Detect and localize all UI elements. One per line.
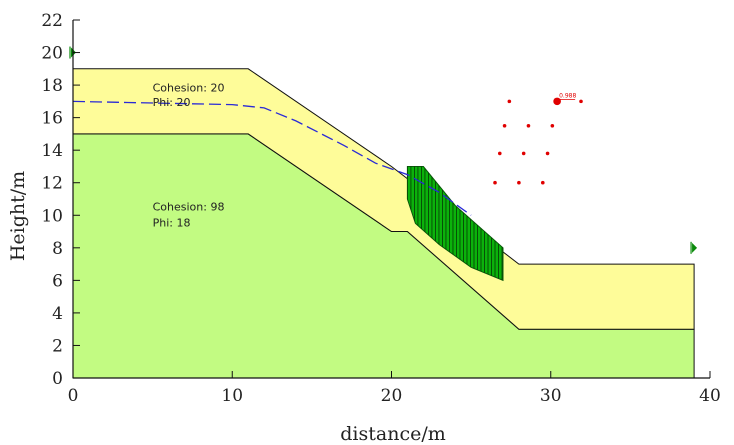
y-tick-label: 22 (41, 11, 63, 31)
y-tick-label: 10 (41, 206, 63, 226)
grid-point (526, 123, 531, 128)
grid-point (502, 123, 507, 128)
y-tick-label: 6 (52, 271, 63, 291)
y-tick-label: 0 (52, 369, 63, 389)
grid-point (521, 151, 526, 156)
fos-label: 0.988 (559, 92, 576, 99)
x-tick-label: 30 (540, 386, 562, 406)
grid-point (540, 180, 545, 185)
upper-phi-label: Phi: 20 (153, 96, 191, 109)
grid-point (497, 151, 502, 156)
x-tick-label: 40 (699, 386, 721, 406)
upper-soil-polygon (72, 68, 695, 330)
upper-cohesion-label: Cohesion: 20 (153, 82, 225, 95)
soil-layers (72, 68, 695, 379)
layer-labels: Cohesion: 20 Phi: 20 Cohesion: 98 Phi: 1… (153, 82, 225, 230)
grid-point (517, 180, 521, 185)
lower-phi-label: Phi: 18 (153, 217, 191, 230)
y-tick-label: 14 (41, 141, 63, 161)
x-axis-title: distance/m (340, 423, 446, 445)
lower-cohesion-label: Cohesion: 98 (153, 200, 225, 213)
search-grid: 0.988 (493, 92, 583, 185)
y-tick-label: 4 (52, 304, 63, 324)
y-tick-label: 12 (41, 174, 63, 194)
y-axis-title: Height/m (7, 171, 29, 261)
grid-point (493, 180, 497, 185)
y-tick-label: 16 (41, 109, 63, 129)
axes: 0 2 4 6 8 10 12 14 16 18 20 22 0 10 20 30 40 (41, 11, 720, 406)
water-table-line (72, 100, 472, 216)
y-tick-label: 18 (41, 76, 63, 96)
x-tick-label: 20 (381, 386, 403, 406)
y-tick-label: 8 (52, 239, 63, 259)
grid-point (579, 99, 583, 104)
y-tick-label: 2 (52, 336, 63, 356)
right-water-marker (692, 242, 698, 253)
grid-point (550, 123, 555, 128)
x-tick-label: 0 (68, 386, 79, 406)
x-tick-label: 10 (221, 386, 243, 406)
water-table (72, 100, 472, 216)
y-tick-label: 20 (41, 44, 63, 64)
grid-point (545, 151, 550, 156)
grid-point (507, 99, 512, 104)
